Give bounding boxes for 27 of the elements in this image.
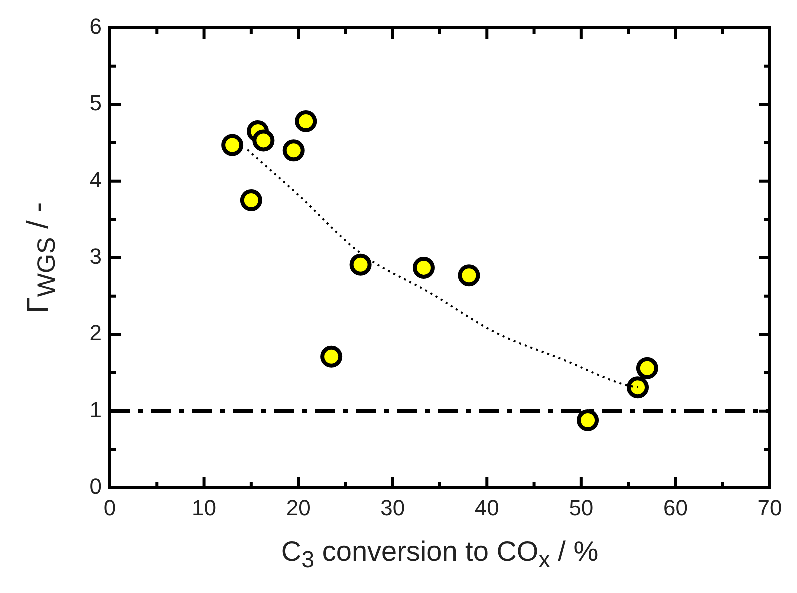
point xyxy=(627,376,649,399)
y-tick-label: 1 xyxy=(90,397,102,422)
y-tick-label: 2 xyxy=(90,320,102,346)
x-axis-title: C$_{3}$ conversion to CO$_{x}$ / % xyxy=(280,536,600,574)
x-tick-label: 50 xyxy=(569,495,594,520)
y-tick-label: 0 xyxy=(90,474,102,500)
y-tick-label: 6 xyxy=(90,14,102,40)
point xyxy=(350,254,372,276)
point xyxy=(295,110,318,133)
y-tick-label: 3 xyxy=(90,244,102,270)
x-tick-label: 20 xyxy=(286,495,311,520)
point xyxy=(577,410,600,432)
x-tick-label: 40 xyxy=(474,495,500,520)
y-tick-label: 4 xyxy=(90,167,102,192)
point xyxy=(636,357,658,380)
point xyxy=(222,134,244,156)
point xyxy=(320,346,343,368)
point xyxy=(412,256,435,279)
point xyxy=(458,264,480,287)
x-tick-label: 60 xyxy=(663,495,688,520)
x-tick-label: 30 xyxy=(380,495,406,520)
point xyxy=(240,190,262,212)
x-tick-label: 70 xyxy=(758,495,782,520)
point xyxy=(282,140,305,162)
point xyxy=(252,130,275,152)
y-tick-label: 5 xyxy=(90,90,102,116)
x-tick-label: 10 xyxy=(192,495,217,520)
